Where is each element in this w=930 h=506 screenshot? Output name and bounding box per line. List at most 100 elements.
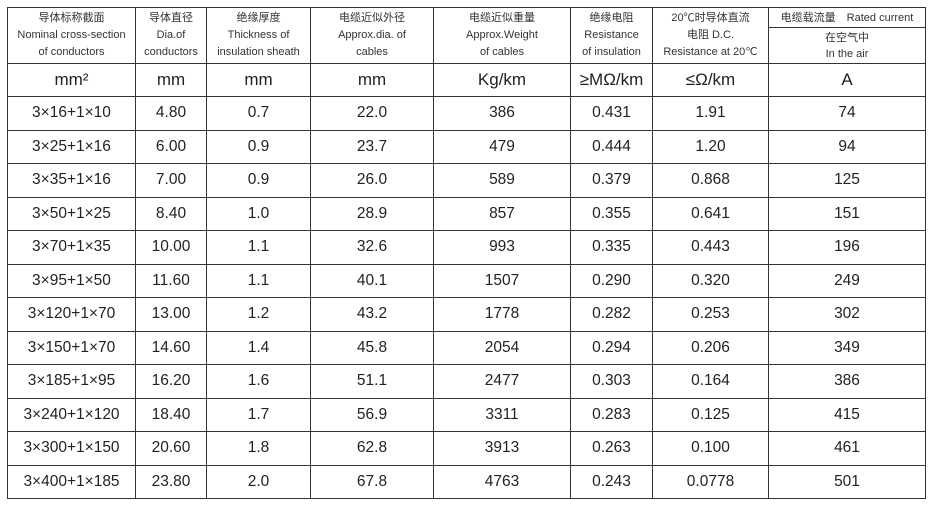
table-cell: 0.253 bbox=[652, 297, 769, 332]
table-cell: 28.9 bbox=[310, 196, 434, 231]
header-en: conductors bbox=[144, 46, 198, 58]
table-cell: 0.100 bbox=[652, 431, 769, 466]
table-cell: 1.2 bbox=[206, 297, 311, 332]
table-cell: 18.40 bbox=[135, 397, 207, 432]
table-cell: 43.2 bbox=[310, 297, 434, 332]
header-zh: 导体直径 bbox=[149, 12, 193, 24]
table-cell: 857 bbox=[433, 196, 571, 231]
table-cell: 0.290 bbox=[570, 263, 653, 298]
table-cell: 3×95+1×50 bbox=[7, 263, 136, 298]
table-cell: 4.80 bbox=[135, 96, 207, 131]
table-cell: 67.8 bbox=[310, 464, 434, 499]
cable-spec-table: 导体标称截面 Nominal cross-section of conductors… bbox=[7, 7, 926, 499]
table-cell: 51.1 bbox=[310, 364, 434, 399]
table-cell: 14.60 bbox=[135, 330, 207, 365]
table-cell: 501 bbox=[768, 464, 926, 499]
unit-cell: mm bbox=[310, 63, 434, 97]
table-cell: 0.206 bbox=[652, 330, 769, 365]
header-en: cables bbox=[356, 46, 388, 58]
header-en: Nominal cross-section bbox=[17, 29, 126, 41]
table-row: 3×16+1×10 4.80 0.7 22.0 386 0.431 1.91 74 bbox=[7, 96, 926, 131]
table-row: 3×150+1×70 14.60 1.4 45.8 2054 0.294 0.206 349 bbox=[7, 330, 926, 365]
table-row: 3×70+1×35 10.00 1.1 32.6 993 0.335 0.443 196 bbox=[7, 230, 926, 265]
table-cell: 125 bbox=[768, 163, 926, 198]
table-cell: 13.00 bbox=[135, 297, 207, 332]
table-cell: 0.443 bbox=[652, 230, 769, 265]
table-cell: 16.20 bbox=[135, 364, 207, 399]
table-cell: 0.9 bbox=[206, 163, 311, 198]
unit-cell: ≤Ω/km bbox=[652, 63, 769, 97]
header-en: Dia.of bbox=[156, 29, 186, 41]
unit-cell: A bbox=[768, 63, 926, 97]
table-cell: 4763 bbox=[433, 464, 571, 499]
table-cell: 3×400+1×185 bbox=[7, 464, 136, 499]
header-zh: 20℃时导体直流 bbox=[671, 12, 750, 24]
table-cell: 0.243 bbox=[570, 464, 653, 499]
table-cell: 1.1 bbox=[206, 230, 311, 265]
table-cell: 589 bbox=[433, 163, 571, 198]
table-cell: 94 bbox=[768, 129, 926, 164]
header-zh: 电缆近似外径 bbox=[339, 12, 405, 24]
table-cell: 0.263 bbox=[570, 431, 653, 466]
table-row: 3×50+1×25 8.40 1.0 28.9 857 0.355 0.641 151 bbox=[7, 196, 926, 231]
table-cell: 1.1 bbox=[206, 263, 311, 298]
column-header: 电缆载流量 Rated current 在空气中 In the air bbox=[768, 7, 926, 64]
table-cell: 0.0778 bbox=[652, 464, 769, 499]
table-cell: 3×70+1×35 bbox=[7, 230, 136, 265]
header-en: of insulation bbox=[582, 46, 641, 58]
table-cell: 461 bbox=[768, 431, 926, 466]
table-cell: 993 bbox=[433, 230, 571, 265]
table-cell: 8.40 bbox=[135, 196, 207, 231]
table-cell: 479 bbox=[433, 129, 571, 164]
table-cell: 23.7 bbox=[310, 129, 434, 164]
table-cell: 74 bbox=[768, 96, 926, 131]
table-cell: 3×16+1×10 bbox=[7, 96, 136, 131]
table-cell: 3311 bbox=[433, 397, 571, 432]
table-row: 3×25+1×16 6.00 0.9 23.7 479 0.444 1.20 94 bbox=[7, 129, 926, 164]
header-en: insulation sheath bbox=[217, 46, 300, 58]
column-header: 电缆近似重量 Approx.Weight of cables bbox=[433, 7, 571, 64]
table-cell: 1.6 bbox=[206, 364, 311, 399]
table-row: 3×95+1×50 11.60 1.1 40.1 1507 0.290 0.320 249 bbox=[7, 263, 926, 298]
table-cell: 386 bbox=[433, 96, 571, 131]
table-cell: 26.0 bbox=[310, 163, 434, 198]
unit-cell: mm² bbox=[7, 63, 136, 97]
header-zh: 绝缘厚度 bbox=[236, 12, 281, 24]
table-cell: 0.355 bbox=[570, 196, 653, 231]
column-header: 电缆近似外径 Approx.dia. of cables bbox=[310, 7, 434, 64]
table-cell: 3×25+1×16 bbox=[7, 129, 136, 164]
table-cell: 0.444 bbox=[570, 129, 653, 164]
header-zh: 电缆载流量 Rated current bbox=[769, 10, 925, 28]
header-row: 导体标称截面 Nominal cross-section of conductors… bbox=[7, 7, 926, 64]
table-cell: 415 bbox=[768, 397, 926, 432]
table-cell: 56.9 bbox=[310, 397, 434, 432]
table-cell: 1.91 bbox=[652, 96, 769, 131]
table-cell: 10.00 bbox=[135, 230, 207, 265]
table-cell: 6.00 bbox=[135, 129, 207, 164]
table-cell: 0.320 bbox=[652, 263, 769, 298]
table-cell: 1507 bbox=[433, 263, 571, 298]
unit-cell: mm bbox=[135, 63, 207, 97]
table-row: 3×400+1×185 23.80 2.0 67.8 4763 0.243 0.0778 50… bbox=[7, 464, 926, 499]
table-cell: 1.7 bbox=[206, 397, 311, 432]
header-en: Approx.Weight bbox=[466, 29, 538, 41]
table-cell: 1.4 bbox=[206, 330, 311, 365]
column-header: 20℃时导体直流 电阻 D.C. Resistance at 20℃ bbox=[652, 7, 769, 64]
header-en: In the air bbox=[825, 47, 869, 60]
table-cell: 3913 bbox=[433, 431, 571, 466]
unit-row: mm² mm mm mm Kg/km ≥MΩ/km ≤Ω/km A bbox=[7, 63, 926, 97]
table-cell: 1.0 bbox=[206, 196, 311, 231]
header-en: of cables bbox=[479, 46, 525, 58]
table-row: 3×120+1×70 13.00 1.2 43.2 1778 0.282 0.253 302 bbox=[7, 297, 926, 332]
header-zh: 绝缘电阻 bbox=[589, 12, 634, 24]
table-cell: 386 bbox=[768, 364, 926, 399]
table-cell: 0.125 bbox=[652, 397, 769, 432]
table-cell: 0.431 bbox=[570, 96, 653, 131]
unit-cell: Kg/km bbox=[433, 63, 571, 97]
header-zh: 电缆近似重量 bbox=[469, 12, 535, 24]
header-en: 在空气中 bbox=[825, 31, 869, 44]
table-cell: 0.164 bbox=[652, 364, 769, 399]
column-header: 绝缘电阻 Resistance of insulation bbox=[570, 7, 653, 64]
table-cell: 2477 bbox=[433, 364, 571, 399]
table-cell: 22.0 bbox=[310, 96, 434, 131]
